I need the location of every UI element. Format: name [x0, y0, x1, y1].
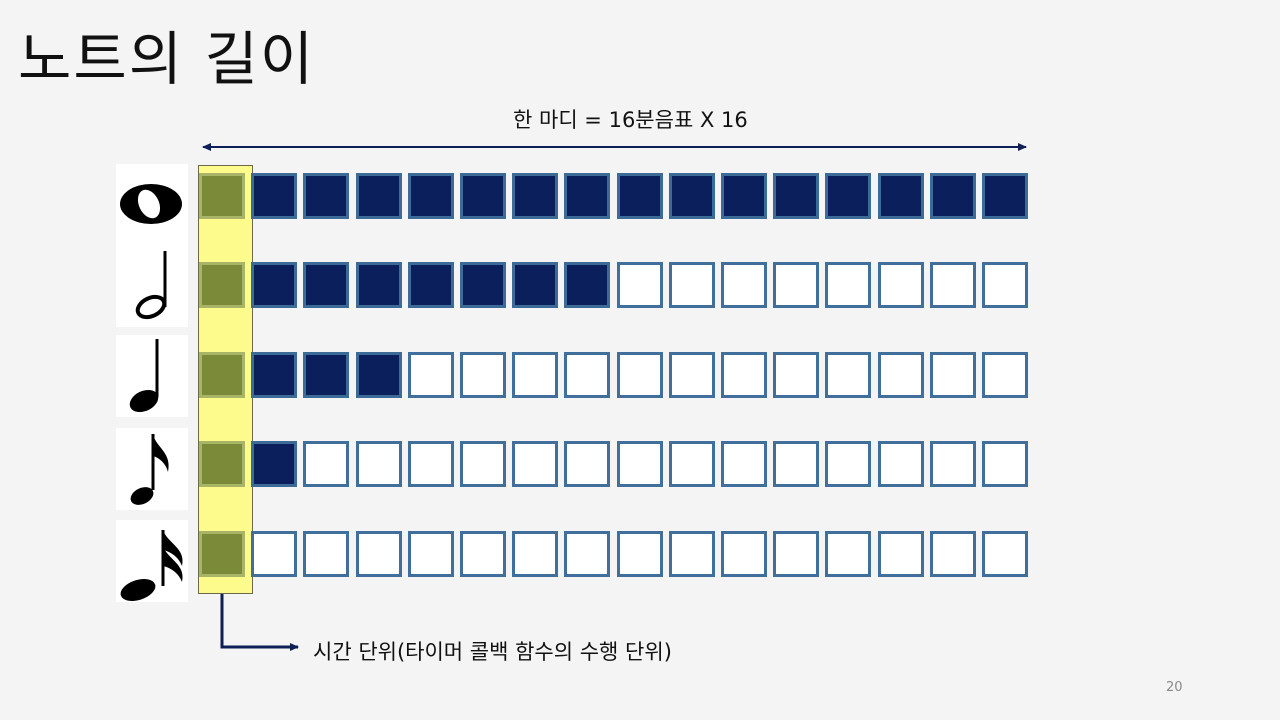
- filled-sixteenth-cell: [408, 173, 454, 219]
- empty-sixteenth-cell: [825, 262, 871, 308]
- filled-sixteenth-cell: [564, 262, 610, 308]
- empty-sixteenth-cell: [669, 441, 715, 487]
- empty-sixteenth-cell: [460, 531, 506, 577]
- filled-sixteenth-cell: [303, 173, 349, 219]
- empty-sixteenth-cell: [460, 441, 506, 487]
- empty-sixteenth-cell: [408, 531, 454, 577]
- filled-sixteenth-cell: [878, 173, 924, 219]
- empty-sixteenth-cell: [773, 441, 819, 487]
- empty-sixteenth-cell: [825, 352, 871, 398]
- empty-sixteenth-cell: [982, 441, 1028, 487]
- page-number: 20: [1166, 680, 1183, 695]
- empty-sixteenth-cell: [773, 352, 819, 398]
- time-unit-cell: [199, 441, 245, 487]
- filled-sixteenth-cell: [564, 173, 610, 219]
- time-unit-cell: [199, 352, 245, 398]
- filled-sixteenth-cell: [773, 173, 819, 219]
- empty-sixteenth-cell: [617, 531, 663, 577]
- filled-sixteenth-cell: [721, 173, 767, 219]
- empty-sixteenth-cell: [617, 262, 663, 308]
- filled-sixteenth-cell: [356, 262, 402, 308]
- filled-sixteenth-cell: [930, 173, 976, 219]
- filled-sixteenth-cell: [303, 262, 349, 308]
- empty-sixteenth-cell: [512, 352, 558, 398]
- empty-sixteenth-cell: [669, 262, 715, 308]
- filled-sixteenth-cell: [251, 173, 297, 219]
- empty-sixteenth-cell: [930, 352, 976, 398]
- empty-sixteenth-cell: [773, 262, 819, 308]
- time-unit-cell: [199, 173, 245, 219]
- empty-sixteenth-cell: [512, 531, 558, 577]
- empty-sixteenth-cell: [617, 352, 663, 398]
- empty-sixteenth-cell: [564, 531, 610, 577]
- empty-sixteenth-cell: [825, 441, 871, 487]
- half-note-icon: [116, 245, 188, 327]
- empty-sixteenth-cell: [408, 352, 454, 398]
- empty-sixteenth-cell: [356, 531, 402, 577]
- empty-sixteenth-cell: [982, 262, 1028, 308]
- empty-sixteenth-cell: [773, 531, 819, 577]
- filled-sixteenth-cell: [825, 173, 871, 219]
- time-unit-cell: [199, 531, 245, 577]
- empty-sixteenth-cell: [251, 531, 297, 577]
- quarter-note-icon: [116, 335, 188, 417]
- empty-sixteenth-cell: [721, 441, 767, 487]
- empty-sixteenth-cell: [303, 441, 349, 487]
- empty-sixteenth-cell: [825, 531, 871, 577]
- empty-sixteenth-cell: [617, 441, 663, 487]
- filled-sixteenth-cell: [982, 173, 1028, 219]
- empty-sixteenth-cell: [669, 531, 715, 577]
- whole-note-icon: [116, 164, 188, 246]
- empty-sixteenth-cell: [356, 441, 402, 487]
- filled-sixteenth-cell: [251, 441, 297, 487]
- time-unit-connector-arrow: [220, 594, 299, 651]
- empty-sixteenth-cell: [878, 352, 924, 398]
- filled-sixteenth-cell: [669, 173, 715, 219]
- empty-sixteenth-cell: [878, 441, 924, 487]
- empty-sixteenth-cell: [930, 262, 976, 308]
- empty-sixteenth-cell: [982, 352, 1028, 398]
- empty-sixteenth-cell: [669, 352, 715, 398]
- empty-sixteenth-cell: [878, 262, 924, 308]
- filled-sixteenth-cell: [303, 352, 349, 398]
- filled-sixteenth-cell: [356, 173, 402, 219]
- filled-sixteenth-cell: [460, 262, 506, 308]
- time-unit-label: 시간 단위(타이머 콜백 함수의 수행 단위): [313, 640, 672, 664]
- empty-sixteenth-cell: [721, 352, 767, 398]
- filled-sixteenth-cell: [512, 173, 558, 219]
- empty-sixteenth-cell: [721, 262, 767, 308]
- empty-sixteenth-cell: [930, 531, 976, 577]
- measure-length-label: 한 마디 = 16분음표 X 16: [513, 108, 748, 132]
- empty-sixteenth-cell: [460, 352, 506, 398]
- empty-sixteenth-cell: [512, 441, 558, 487]
- empty-sixteenth-cell: [721, 531, 767, 577]
- filled-sixteenth-cell: [460, 173, 506, 219]
- empty-sixteenth-cell: [303, 531, 349, 577]
- filled-sixteenth-cell: [356, 352, 402, 398]
- filled-sixteenth-cell: [251, 262, 297, 308]
- slide-title: 노트의 길이: [18, 25, 316, 93]
- empty-sixteenth-cell: [564, 441, 610, 487]
- filled-sixteenth-cell: [617, 173, 663, 219]
- time-unit-cell: [199, 262, 245, 308]
- filled-sixteenth-cell: [512, 262, 558, 308]
- empty-sixteenth-cell: [982, 531, 1028, 577]
- filled-sixteenth-cell: [251, 352, 297, 398]
- filled-sixteenth-cell: [408, 262, 454, 308]
- empty-sixteenth-cell: [878, 531, 924, 577]
- eighth-note-icon: [116, 428, 188, 510]
- sixteenth-note-icon: [116, 520, 188, 602]
- empty-sixteenth-cell: [564, 352, 610, 398]
- empty-sixteenth-cell: [930, 441, 976, 487]
- empty-sixteenth-cell: [408, 441, 454, 487]
